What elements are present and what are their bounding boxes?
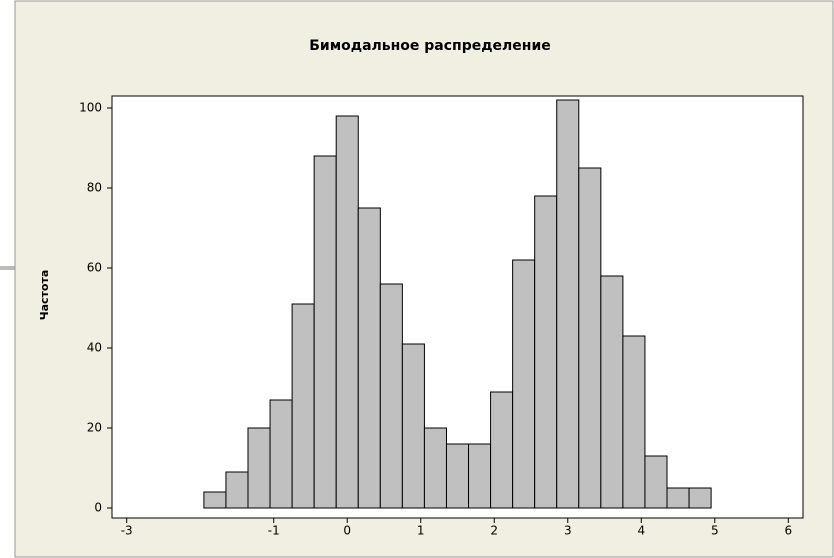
chart-title: Бимодальное распределение: [309, 38, 551, 54]
bar: [644, 455, 668, 509]
x-tick-label: 4: [637, 524, 645, 538]
bar: [291, 303, 315, 509]
bar: [203, 491, 227, 509]
x-tick-label: 2: [490, 524, 498, 538]
y-axis-title: Частота: [38, 270, 51, 321]
bar: [247, 427, 271, 509]
y-tick-label: 60: [87, 261, 102, 275]
bar: [401, 343, 425, 509]
bar: [379, 283, 403, 509]
bar: [622, 335, 646, 509]
bar: [556, 99, 580, 509]
bar: [578, 167, 602, 509]
bar: [269, 399, 293, 509]
x-tick-label: 6: [784, 524, 792, 538]
y-tick-label: 40: [87, 341, 102, 355]
x-tick-label: -3: [121, 524, 133, 538]
bar: [225, 471, 249, 509]
x-tick-label: 5: [711, 524, 719, 538]
bar: [490, 391, 514, 509]
bar: [423, 427, 447, 509]
x-tick-label: 0: [343, 524, 351, 538]
bar: [468, 443, 492, 509]
x-tick-label: -1: [268, 524, 280, 538]
y-tick-label: 100: [79, 101, 102, 115]
bar: [357, 207, 381, 509]
y-tick-label: 0: [94, 501, 102, 515]
x-tick-label: 3: [564, 524, 572, 538]
bar: [666, 487, 690, 509]
y-tick-label: 80: [87, 181, 102, 195]
bar: [534, 195, 558, 509]
bar: [512, 259, 536, 509]
y-tick-label: 20: [87, 421, 102, 435]
bar: [445, 443, 470, 509]
bar: [313, 155, 337, 509]
bar: [688, 487, 712, 509]
x-tick-label: 1: [417, 524, 425, 538]
bar: [600, 275, 624, 509]
bar: [335, 115, 359, 509]
